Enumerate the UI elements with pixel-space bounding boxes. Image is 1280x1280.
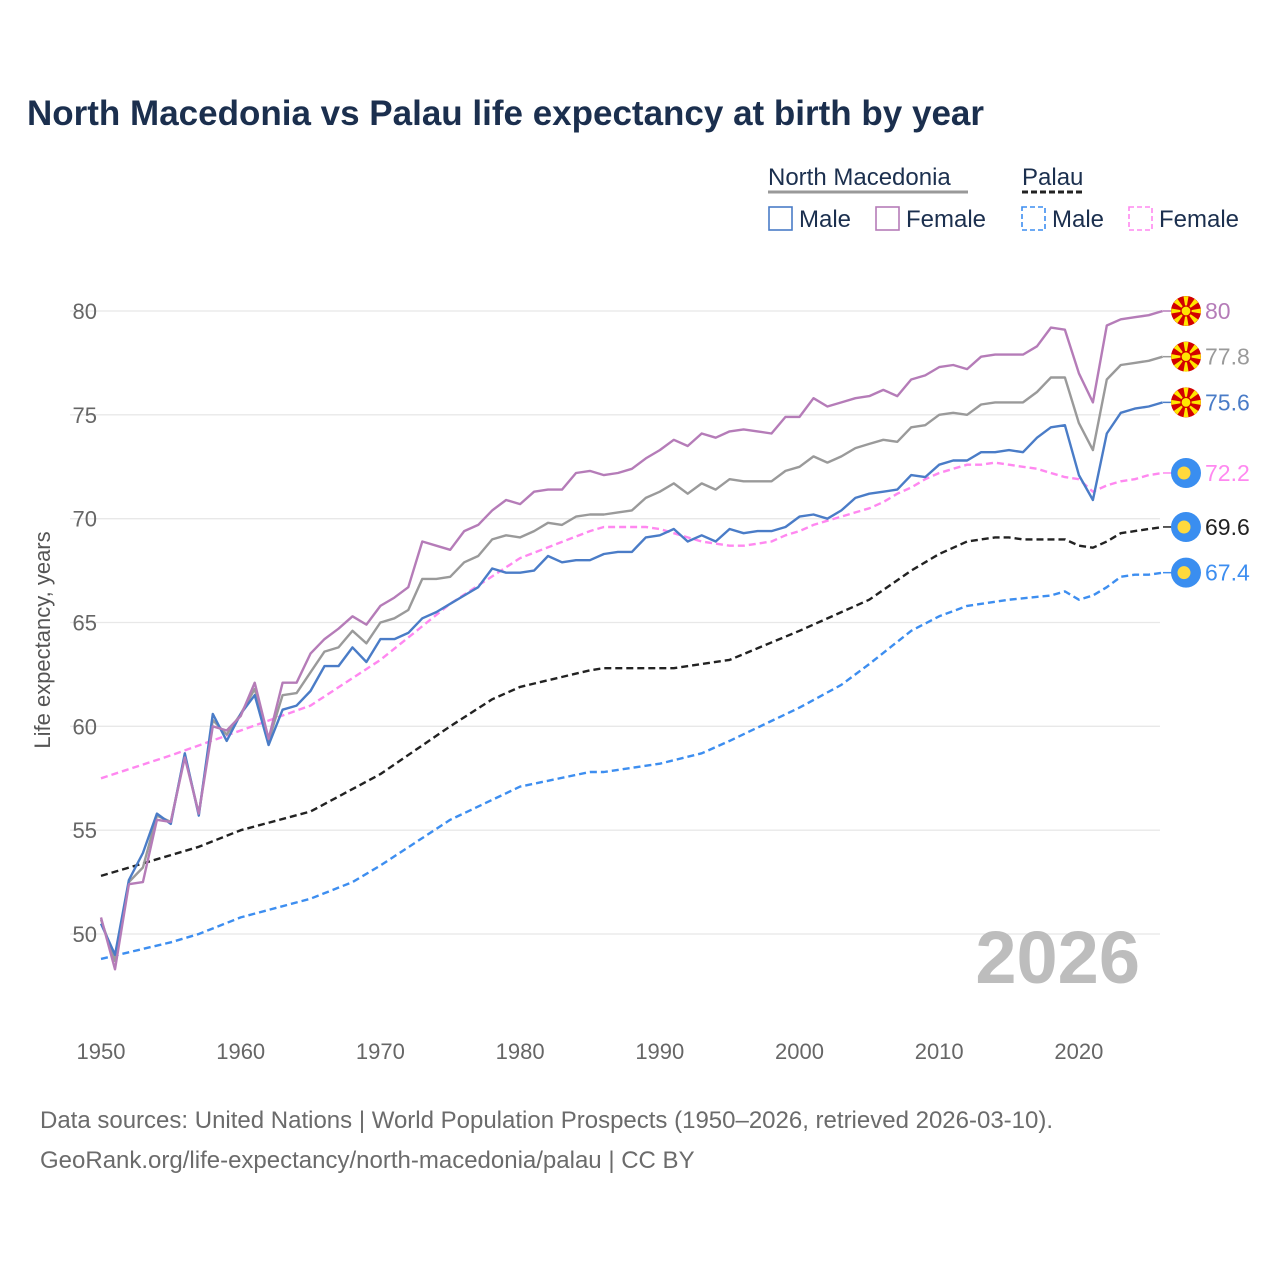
end-value-label: 75.6 [1205, 389, 1250, 415]
palau-flag-icon [1171, 557, 1201, 588]
x-tick-label: 2000 [775, 1039, 824, 1064]
x-tick-label: 1950 [77, 1039, 126, 1064]
flag-moon [1177, 466, 1191, 480]
flag-ray [1183, 356, 1189, 372]
flag-sun [1180, 305, 1192, 317]
y-tick-label: 55 [73, 818, 97, 843]
flag-sun [1180, 396, 1192, 409]
legend-nm-male-swatch [768, 206, 793, 231]
flag-ray [1186, 354, 1201, 360]
series-line-north-macedonia-total [99, 355, 1164, 963]
palau-flag-icon [1171, 511, 1201, 542]
legend-nm-male-label: Male [799, 206, 851, 233]
y-tick-label: 50 [73, 922, 97, 947]
x-tick-label: 2020 [1054, 1039, 1103, 1064]
series-line-north-macedonia-male [99, 401, 1164, 956]
flag-ray [1171, 308, 1186, 314]
legend-palau-male-swatch [1021, 206, 1046, 231]
series-line-palau-male [100, 571, 1163, 961]
series-line-north-macedonia-female [99, 309, 1164, 971]
y-tick-label: 80 [73, 299, 97, 324]
end-value-label: 77.8 [1205, 344, 1250, 370]
legend-palau-male-label: Male [1052, 206, 1104, 233]
x-tick-label: 1990 [635, 1039, 684, 1064]
legend-group-palau: Palau [1022, 164, 1083, 191]
flag-ray [1186, 308, 1201, 314]
end-value-label: 67.4 [1205, 560, 1250, 586]
end-value-label: 69.6 [1205, 514, 1250, 540]
x-tick-label: 1960 [216, 1039, 265, 1064]
year-watermark: 2026 [975, 916, 1140, 999]
y-tick-label: 75 [73, 403, 97, 428]
north-macedonia-flag-icon [1171, 387, 1201, 418]
source-line-2: GeoRank.org/life-expectancy/north-macedo… [40, 1147, 695, 1174]
flag-sun [1180, 351, 1192, 363]
x-tick-label: 2010 [915, 1039, 964, 1064]
x-tick-label: 1980 [496, 1039, 545, 1064]
y-tick-label: 70 [73, 507, 97, 532]
legend-nm-female-label: Female [906, 206, 986, 233]
legend-palau-female-swatch [1128, 206, 1153, 231]
end-value-label: 72.2 [1205, 460, 1250, 486]
series-line-palau-female [100, 461, 1163, 780]
flag-ray [1183, 387, 1189, 403]
flag-ray [1183, 402, 1189, 418]
north-macedonia-flag-icon [1171, 296, 1201, 326]
source-line-1: Data sources: United Nations | World Pop… [40, 1107, 1054, 1134]
y-axis-label: Life expectancy, years [30, 531, 55, 748]
chart-title: North Macedonia vs Palau life expectancy… [27, 94, 984, 133]
flag-ray [1186, 399, 1201, 405]
flag-ray [1183, 311, 1189, 326]
flag-ray [1171, 399, 1186, 405]
legend: North Macedonia Palau Male Female Male Female [768, 164, 1239, 233]
legend-palau-female-label: Female [1159, 206, 1239, 233]
y-tick-label: 65 [73, 611, 97, 636]
x-tick-label: 1970 [356, 1039, 405, 1064]
series-line-palau-total [100, 525, 1163, 878]
flag-moon [1177, 566, 1191, 580]
flag-ray [1171, 354, 1186, 360]
flag-moon [1177, 520, 1191, 534]
legend-group-north-macedonia: North Macedonia [768, 164, 951, 191]
end-value-label: 80 [1205, 298, 1231, 324]
palau-flag-icon [1171, 457, 1201, 488]
y-tick-label: 60 [73, 714, 97, 739]
legend-nm-female-swatch [875, 206, 900, 231]
flag-ray [1183, 296, 1189, 311]
north-macedonia-flag-icon [1171, 341, 1201, 372]
flag-ray [1183, 341, 1189, 357]
